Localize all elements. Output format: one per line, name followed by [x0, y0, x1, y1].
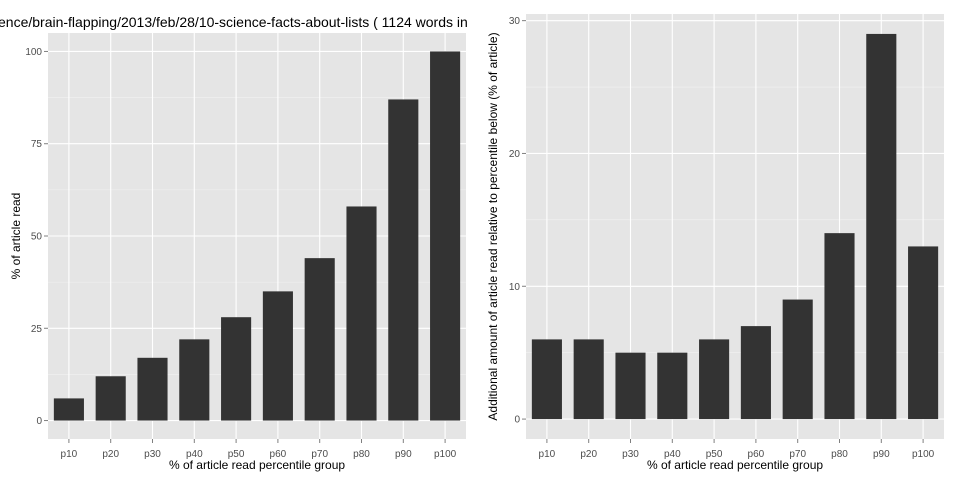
right-y-axis-label: Additional amount of article read relati…	[486, 32, 500, 420]
right-bar-chart: 0 10 20 30 p10 p20 p30 p40 p50 p60 p70 p80 p90 p100 % …	[486, 14, 944, 472]
right-x-tick-label-p40: p40	[664, 449, 681, 460]
right-y-tick-label: 0	[514, 415, 520, 426]
right-bar-p40	[657, 352, 688, 420]
right-bar-p20	[573, 339, 604, 420]
left-bar-p40	[179, 339, 210, 421]
right-x-axis-label: % of article read percentile group	[647, 458, 823, 472]
right-x-tick-label-p30: p30	[622, 449, 639, 460]
left-bar-p20	[95, 376, 126, 421]
right-y-tick-label: 20	[509, 149, 521, 160]
right-x-tick-label-p90: p90	[873, 449, 890, 460]
right-x-tick-label-p20: p20	[580, 449, 597, 460]
right-x-tick-label-p50: p50	[706, 449, 723, 460]
chart-title: ence/brain-flapping/2013/feb/28/10-scien…	[0, 14, 482, 30]
left-x-tick-label-p70: p70	[311, 449, 328, 460]
left-x-axis-label: % of article read percentile group	[169, 458, 345, 472]
left-bar-p80	[346, 206, 377, 421]
left-bar-p90	[388, 99, 419, 421]
left-y-tick-label: 0	[36, 416, 42, 427]
left-bar-p60	[262, 291, 293, 421]
right-bar-p90	[866, 33, 897, 420]
right-x-tick-label-p80: p80	[831, 449, 848, 460]
left-x-tick-label-p80: p80	[353, 449, 370, 460]
right-x-tick-label-p70: p70	[789, 449, 806, 460]
left-y-tick-label: 50	[31, 232, 43, 243]
right-bar-p100	[908, 246, 939, 420]
right-bar-p60	[740, 326, 771, 420]
left-y-tick-label: 75	[31, 139, 43, 150]
right-x-tick-label-p60: p60	[748, 449, 765, 460]
left-x-tick-label-p40: p40	[186, 449, 203, 460]
left-x-tick-label-p10: p10	[61, 449, 78, 460]
chart-title-text: ence/brain-flapping/2013/feb/28/10-scien…	[0, 14, 468, 30]
right-bar-p70	[782, 299, 813, 420]
right-bar-p30	[615, 352, 646, 420]
left-x-tick-label-p30: p30	[144, 449, 161, 460]
right-y-tick-label: 10	[509, 282, 521, 293]
left-bar-chart: 0 25 50 75 100 p10 p20 p30 p40 p50 p60 p70 p80 p90 p10…	[9, 33, 466, 472]
right-bar-p80	[824, 233, 855, 420]
left-x-tick-label-p50: p50	[228, 449, 245, 460]
left-bar-p10	[53, 398, 84, 421]
left-bar-p30	[137, 357, 168, 421]
left-bar-p50	[221, 317, 252, 421]
left-x-tick-label-p60: p60	[270, 449, 287, 460]
left-bar-p70	[304, 258, 335, 421]
right-bar-p50	[699, 339, 730, 420]
right-y-tick-label: 30	[509, 16, 521, 27]
left-bar-p100	[430, 51, 461, 421]
left-y-tick-label: 100	[25, 47, 42, 58]
left-x-tick-label-p90: p90	[395, 449, 412, 460]
left-y-axis-label: % of article read	[9, 193, 23, 280]
right-x-tick-label-p10: p10	[539, 449, 556, 460]
right-x-tick-label-p100: p100	[912, 449, 935, 460]
left-x-tick-label-p100: p100	[434, 449, 457, 460]
left-y-tick-label: 25	[31, 324, 43, 335]
right-bar-p10	[531, 339, 562, 420]
left-x-tick-label-p20: p20	[102, 449, 119, 460]
